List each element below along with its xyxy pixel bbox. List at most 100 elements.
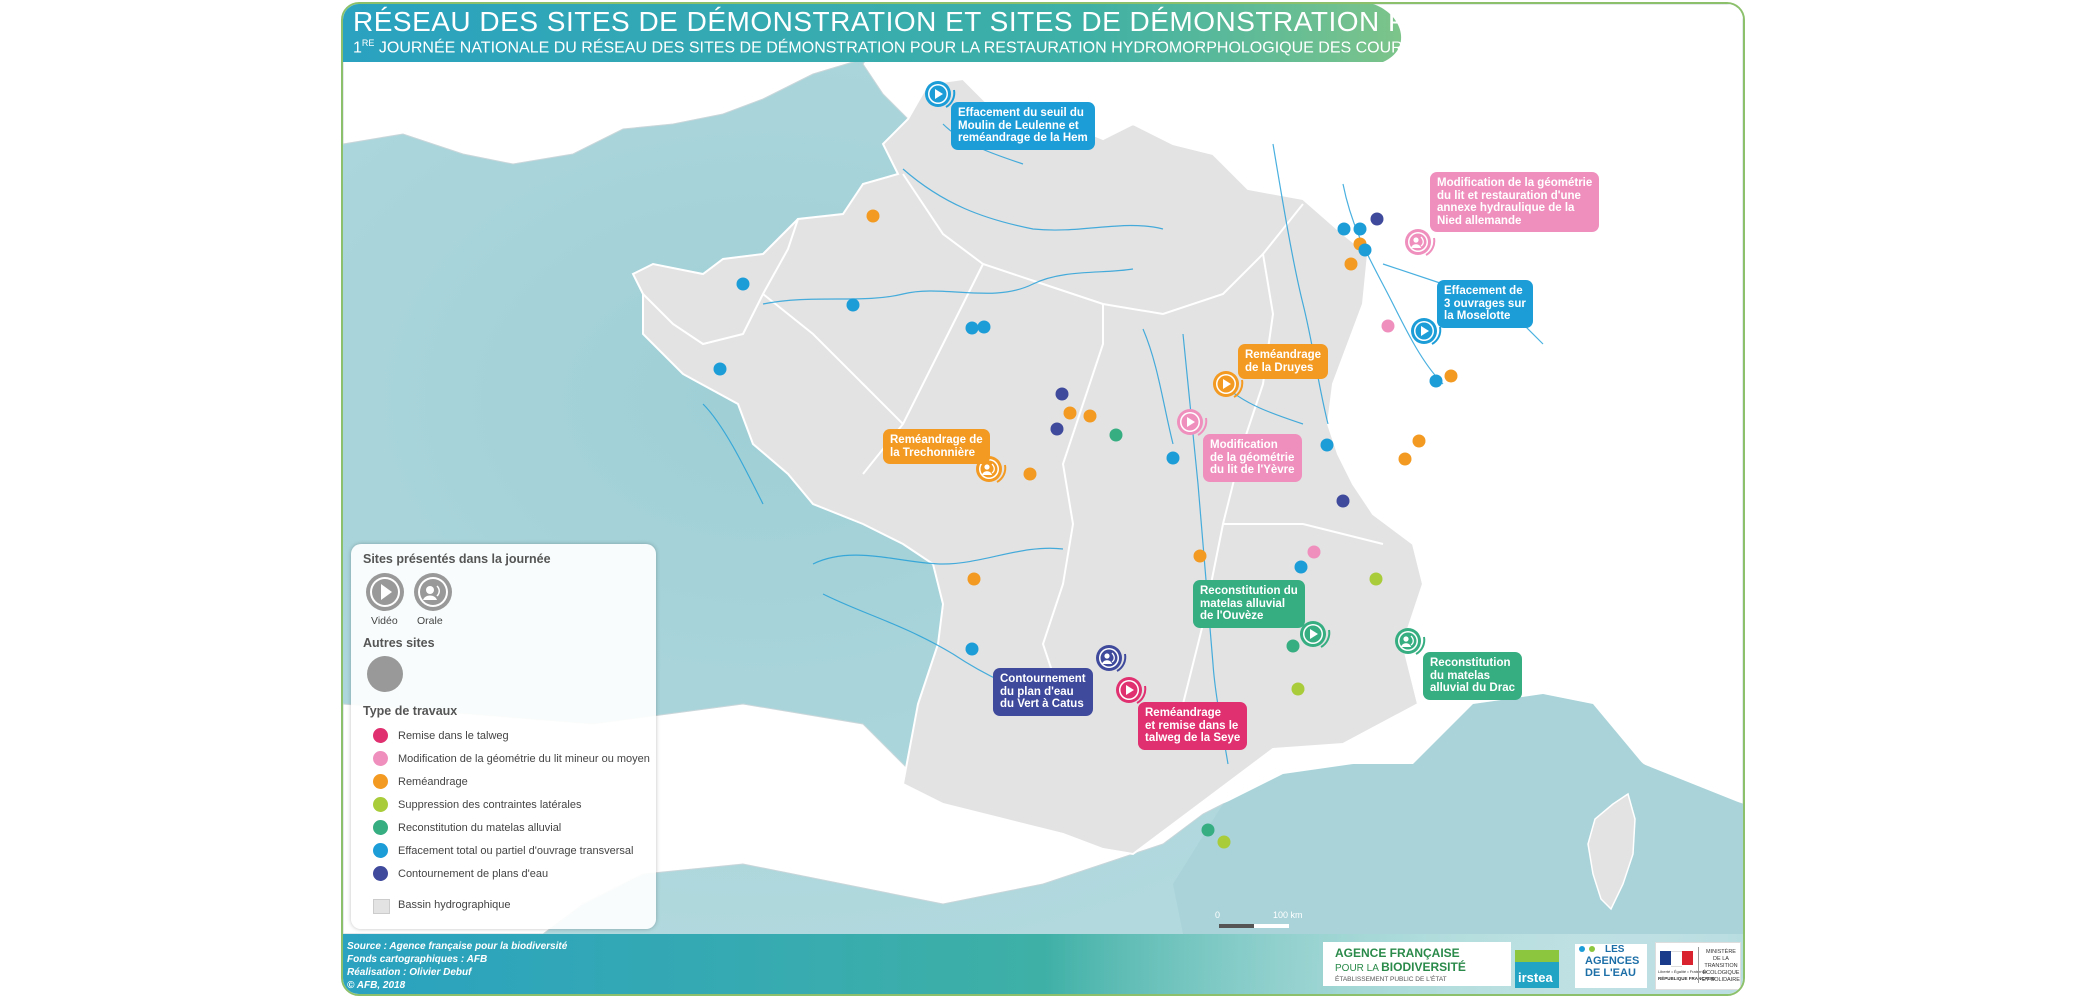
callout-line: Nied allemande	[1437, 214, 1522, 227]
callout-line: reméandrage de la Hem	[958, 132, 1088, 144]
legend-dot-modification	[373, 751, 388, 766]
callout-line: du lit et restauration d'une	[1437, 189, 1581, 202]
site-dot-effacement[interactable]	[1320, 438, 1334, 452]
legend-label: Reméandrage	[398, 775, 468, 788]
site-dot-reconstitution[interactable]	[1286, 639, 1300, 653]
irstea-logo: irstea	[1515, 950, 1559, 988]
site-dot-remeandrage[interactable]	[1023, 467, 1037, 481]
brittany	[631, 218, 799, 346]
callout-ouveze[interactable]: Reconstitution du matelas alluvial de l'Ou…	[1193, 580, 1305, 628]
site-dot-remeandrage[interactable]	[1063, 406, 1077, 420]
callout-catus[interactable]: Contournement du plan d'eau du Vert à Catu…	[993, 668, 1093, 716]
site-dot-reconstitution[interactable]	[1201, 823, 1215, 837]
video-marker-icon[interactable]	[1213, 371, 1244, 398]
callout-line: Reconstitution du	[1200, 585, 1298, 597]
callout-drac[interactable]: Reconstitution du matelas alluvial du Drac	[1423, 652, 1523, 700]
site-dot-effacement[interactable]	[977, 320, 991, 334]
video-marker-icon[interactable]	[925, 81, 956, 108]
site-dot-effacement[interactable]	[1294, 560, 1308, 574]
site-dot-remeandrage[interactable]	[1444, 369, 1458, 383]
callout-line: 3 ouvrages sur	[1444, 297, 1526, 310]
site-dot-effacement[interactable]	[1337, 222, 1351, 236]
site-dot-effacement[interactable]	[736, 277, 750, 291]
audio-marker-icon[interactable]	[1405, 229, 1436, 256]
credits: Source : Agence française pour la biodiv…	[347, 940, 567, 992]
page-subtitle: 1RE JOURNÉE NATIONALE DU RÉSEAU DES SITE…	[353, 38, 1466, 57]
callout-line: du matelas	[1430, 669, 1491, 682]
legend-item-remeandrage: Reméandrage	[373, 774, 468, 789]
legend-label: Contournement de plans d'eau	[398, 867, 549, 880]
callout-seye[interactable]: Reméandrage et remise dans le talweg de la…	[1138, 702, 1248, 750]
video-marker-icon[interactable]	[1411, 318, 1442, 345]
site-dot-effacement[interactable]	[1166, 451, 1180, 465]
legend-presented-icons	[366, 573, 452, 611]
site-dot-effacement[interactable]	[1429, 374, 1443, 388]
site-dot-remeandrage[interactable]	[866, 209, 880, 223]
flag-white	[1671, 951, 1682, 967]
site-dot-contournement[interactable]	[1050, 422, 1064, 436]
site-dot-remeandrage[interactable]	[1193, 549, 1207, 563]
callout-line: Reméandrage	[1145, 707, 1222, 719]
callout-nied[interactable]: Modification de la géométrie du lit et re…	[1430, 172, 1600, 232]
video-marker-icon[interactable]	[1300, 621, 1331, 648]
legend-dot-suppression	[373, 797, 388, 812]
site-dot-remeandrage[interactable]	[1083, 409, 1097, 423]
site-dot-remeandrage[interactable]	[1412, 434, 1426, 448]
site-dot-effacement[interactable]	[965, 642, 979, 656]
audio-marker-icon[interactable]	[1096, 645, 1127, 672]
legend-label: Modification de la géométrie du lit mine…	[398, 752, 650, 765]
callout-line: Contournement	[1000, 673, 1086, 685]
legend-presented-heading: Sites présentés dans la journée	[363, 552, 551, 566]
callout-trechonniere[interactable]: Reméandrage de la Trechonnière	[883, 429, 990, 464]
legend-works-heading: Type de travaux	[363, 704, 458, 718]
legend-bassin-swatch	[373, 899, 390, 914]
callout-line: de la géométrie	[1210, 451, 1295, 464]
callout-line: la Moselotte	[1444, 310, 1511, 322]
site-dot-contournement[interactable]	[1055, 387, 1069, 401]
callout-yevre[interactable]: Modification de la géométrie du lit de l'Y…	[1203, 434, 1302, 482]
legend-video-label: Vidéo	[371, 615, 398, 627]
site-dot-contournement[interactable]	[1336, 494, 1350, 508]
site-dot-modification[interactable]	[1307, 545, 1321, 559]
callout-line: Modification de la géométrie	[1437, 177, 1593, 189]
site-dot-suppression[interactable]	[1291, 682, 1305, 696]
callout-hem[interactable]: Effacement du seuil du Moulin de Leulenne…	[951, 102, 1095, 150]
site-dot-suppression[interactable]	[1217, 835, 1231, 849]
afb-logo-line3: ÉTABLISSEMENT PUBLIC DE L'ÉTAT	[1335, 976, 1447, 983]
video-marker-icon[interactable]	[1177, 409, 1208, 436]
legend-dot-effacement	[373, 843, 388, 858]
legend-dot-contournement	[373, 866, 388, 881]
header-band	[343, 4, 1402, 62]
legend: Sites présentés dans la journée Vidéo Or…	[351, 544, 656, 929]
video-marker-icon[interactable]	[1116, 677, 1147, 704]
audio-marker-icon[interactable]	[1395, 628, 1426, 655]
agences-logo-dot	[1579, 946, 1585, 952]
legend-dot-reconstitution	[373, 820, 388, 835]
site-dot-remeandrage[interactable]	[1344, 257, 1358, 271]
site-dot-remeandrage[interactable]	[1398, 452, 1412, 466]
callout-line: Reméandrage de	[890, 434, 983, 446]
site-dot-remeandrage[interactable]	[967, 572, 981, 586]
rf-name: RÉPUBLIQUE FRANÇAISE	[1658, 976, 1716, 981]
callout-druyes[interactable]: Reméandrage de la Druyes	[1238, 344, 1329, 379]
legend-label: Remise dans le talweg	[398, 729, 509, 742]
legend-orale-label: Orale	[417, 615, 443, 627]
scale-zero: 0	[1215, 910, 1220, 920]
afb-logo-line1: AGENCE FRANÇAISE	[1335, 946, 1460, 960]
afb-logo: AGENCE FRANÇAISE POUR LA BIODIVERSITÉ ÉT…	[1323, 942, 1511, 986]
agences-logo-line1: LES	[1605, 944, 1625, 955]
site-dot-reconstitution[interactable]	[1109, 428, 1123, 442]
site-dot-effacement[interactable]	[1353, 222, 1367, 236]
agences-eau-logo: LES AGENCES DE L'EAU	[1575, 944, 1647, 988]
site-dot-suppression[interactable]	[1369, 572, 1383, 586]
site-dot-modification[interactable]	[1381, 319, 1395, 333]
site-dot-effacement[interactable]	[1358, 243, 1372, 257]
flag-blue	[1660, 951, 1671, 965]
callout-moselotte[interactable]: Effacement de 3 ouvrages sur la Moselotte	[1437, 280, 1533, 328]
site-dot-effacement[interactable]	[713, 362, 727, 376]
site-dot-effacement[interactable]	[846, 298, 860, 312]
site-dot-contournement[interactable]	[1370, 212, 1384, 226]
site-dot-effacement[interactable]	[965, 321, 979, 335]
legend-label: Effacement total ou partiel d'ouvrage tr…	[398, 844, 634, 857]
ministere-text: MINISTÈRE DE LA TRANSITION ÉCOLOGIQUE ET…	[1702, 949, 1740, 983]
